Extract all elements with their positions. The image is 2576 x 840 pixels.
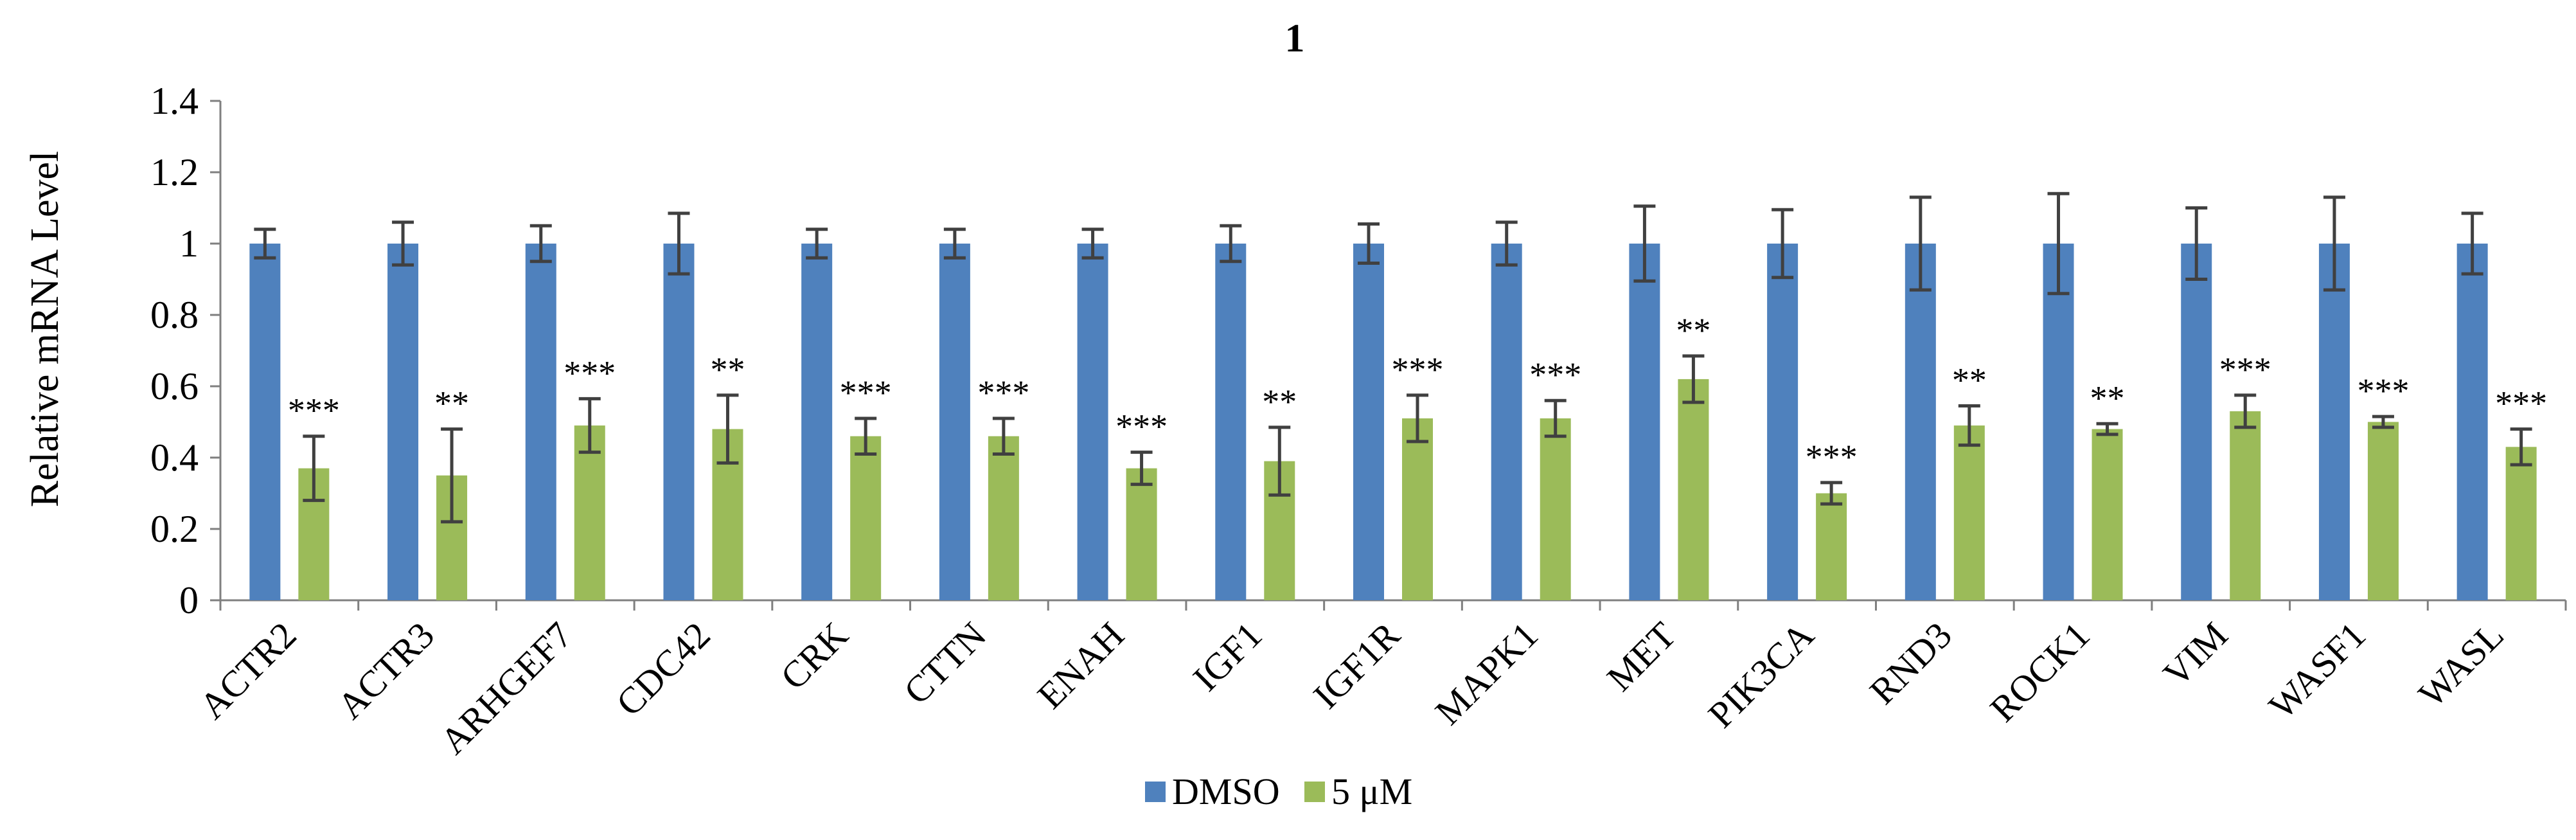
x-tick-label: ROCK1 — [1982, 614, 2097, 729]
bar-5um — [850, 436, 882, 600]
bar-5um — [1126, 468, 1157, 600]
y-tick-label: 1 — [179, 222, 199, 265]
significance-label: ** — [434, 384, 469, 423]
bar-5um — [2230, 411, 2261, 600]
x-tick-label: CDC42 — [608, 614, 718, 724]
bar-5um — [1402, 418, 1433, 600]
bar-dmso — [1767, 244, 1799, 600]
bar-dmso — [249, 244, 281, 600]
significance-label: ** — [1952, 361, 1987, 400]
bar-dmso — [1215, 244, 1247, 600]
bar-dmso — [2181, 244, 2212, 600]
bar-5um — [2505, 447, 2537, 600]
x-tick-label: ARHGEF7 — [432, 614, 580, 762]
significance-label: *** — [288, 391, 340, 430]
significance-label: *** — [840, 373, 892, 412]
bar-dmso — [1353, 244, 1384, 600]
x-tick-label: PIK3CA — [1700, 614, 1822, 736]
bar-dmso — [1491, 244, 1522, 600]
bar-dmso — [1905, 244, 1936, 600]
y-tick-label: 0.6 — [150, 365, 199, 407]
significance-label: ** — [1262, 382, 1297, 421]
y-axis-label: Relative mRNA Level — [23, 151, 67, 507]
significance-label: *** — [1806, 438, 1858, 476]
x-tick-label: MAPK1 — [1427, 614, 1546, 733]
legend-swatch-dmso — [1145, 782, 1166, 802]
significance-label: *** — [2357, 371, 2409, 410]
x-tick-label: VIM — [2155, 614, 2236, 695]
legend-label-5um: 5 μM — [1331, 771, 1412, 812]
bar-5um — [2367, 422, 2399, 600]
legend-swatch-5um — [1304, 782, 1325, 802]
significance-label: *** — [2495, 384, 2547, 423]
bar-dmso — [2318, 244, 2350, 600]
y-tick-label: 0.2 — [150, 508, 199, 550]
bar-dmso — [939, 244, 970, 600]
x-tick-label: MET — [1599, 614, 1684, 699]
bar-dmso — [1629, 244, 1660, 600]
x-tick-label: IGF1 — [1185, 614, 1270, 699]
significance-label: ** — [1676, 311, 1710, 350]
bar-dmso — [2043, 244, 2074, 600]
axes — [210, 100, 2567, 611]
chart-title: 1 — [1285, 17, 1305, 60]
bar-5um — [988, 436, 1019, 600]
bar-dmso — [2456, 244, 2488, 600]
significance-label: *** — [1115, 407, 1168, 446]
significance-label: ** — [2090, 379, 2125, 417]
x-tick-label: CTTN — [896, 614, 994, 712]
y-tick-label: 0 — [179, 579, 199, 621]
y-tick-label: 0.4 — [150, 436, 199, 479]
significance-label: *** — [2219, 350, 2271, 389]
significance-label: *** — [1529, 355, 1581, 394]
bar-5um — [1678, 379, 1709, 600]
bar-dmso — [387, 244, 419, 600]
y-tick-label: 1.2 — [150, 151, 199, 193]
x-tick-label: IGF1R — [1305, 614, 1408, 717]
significance-label: *** — [977, 373, 1029, 412]
x-tick-label: ACTR3 — [329, 614, 442, 727]
x-tick-label: ACTR2 — [191, 614, 305, 727]
significance-label: ** — [710, 350, 745, 389]
x-tick-label: WASF1 — [2261, 614, 2374, 727]
bar-dmso — [663, 244, 695, 600]
significance-label: *** — [564, 353, 616, 392]
bar-5um — [1540, 418, 1571, 600]
x-tick-label: ENAH — [1029, 614, 1132, 717]
x-tick-label: WASL — [2410, 614, 2512, 715]
bar-dmso — [525, 244, 556, 600]
bar-5um — [1816, 493, 1847, 600]
bars — [249, 192, 2537, 600]
legend-label-dmso: DMSO — [1172, 771, 1280, 812]
y-tick-label: 0.8 — [150, 294, 199, 336]
bar-5um — [1953, 425, 1985, 600]
bar-5um — [2092, 429, 2123, 600]
y-tick-label: 1.4 — [150, 80, 199, 122]
x-tick-label: RND3 — [1861, 614, 1960, 712]
bar-dmso — [801, 244, 833, 600]
legend: DMSO 5 μM — [1145, 771, 1412, 812]
x-tick-label: CRK — [772, 614, 856, 697]
significance-label: *** — [1392, 350, 1444, 389]
bar-dmso — [1077, 244, 1108, 600]
bar-5um — [574, 425, 605, 600]
